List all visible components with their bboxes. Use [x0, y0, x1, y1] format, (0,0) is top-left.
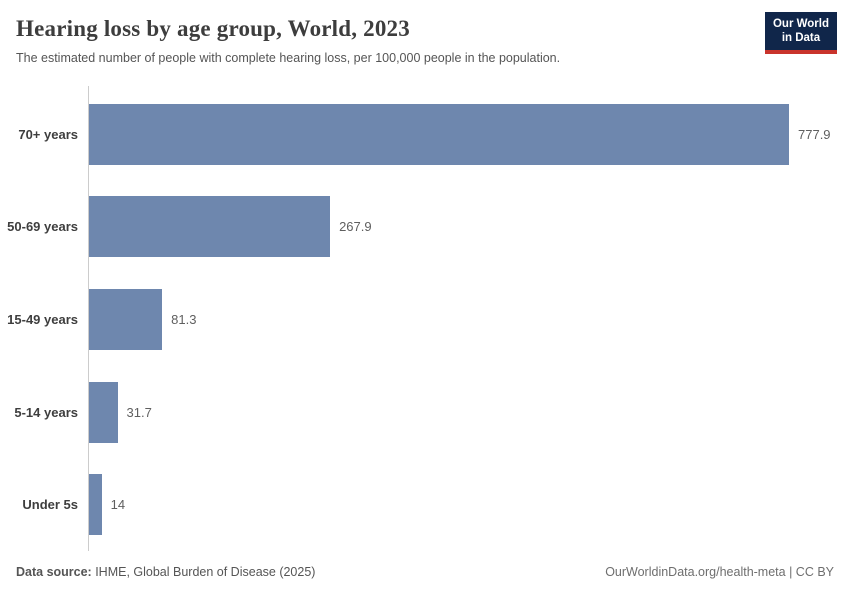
data-source-label: Data source: — [16, 565, 92, 579]
bar-row: 70+ years 777.9 — [0, 88, 834, 181]
category-label: Under 5s — [22, 497, 78, 513]
category-label: 15-49 years — [7, 311, 78, 327]
category-label: 5-14 years — [14, 404, 78, 420]
data-source-text: IHME, Global Burden of Disease (2025) — [91, 565, 316, 579]
value-label: 81.3 — [171, 311, 197, 327]
bar-track: 267.9 — [89, 196, 834, 258]
bar-row: 5-14 years 31.7 — [0, 366, 834, 459]
bar[interactable] — [89, 196, 331, 258]
owid-logo[interactable]: Our World in Data — [764, 12, 837, 54]
page-title: Hearing loss by age group, World, 2023 — [16, 16, 410, 41]
chart-footer: Data source: IHME, Global Burden of Dise… — [16, 565, 834, 579]
bar[interactable] — [89, 474, 102, 536]
chart-subtitle: The estimated number of people with comp… — [16, 51, 561, 65]
bar-row: 15-49 years 81.3 — [0, 273, 834, 366]
bar-row: 50-69 years 267.9 — [0, 181, 834, 274]
license-link[interactable]: OurWorldinData.org/health-meta | CC BY — [605, 565, 834, 579]
value-label: 31.7 — [126, 404, 152, 420]
owid-logo-line2: in Data — [781, 32, 821, 45]
y-axis-line — [88, 86, 89, 551]
bar-chart: 70+ years 777.9 50-69 years 267.9 15-49 … — [0, 86, 834, 551]
bar-track: 777.9 — [89, 103, 834, 165]
data-source-note: Data source: IHME, Global Burden of Dise… — [16, 565, 315, 579]
value-label: 267.9 — [339, 219, 372, 235]
bar[interactable] — [89, 288, 163, 350]
bar-track: 81.3 — [89, 288, 834, 350]
owid-logo-line1: Our World — [772, 18, 829, 30]
bar-row: Under 5s 14 — [0, 458, 834, 551]
bar-track: 31.7 — [89, 381, 834, 443]
category-label: 50-69 years — [7, 219, 78, 235]
value-label: 14 — [110, 497, 126, 513]
bar[interactable] — [89, 381, 118, 443]
bar-track: 14 — [89, 474, 834, 536]
chart-rows: 70+ years 777.9 50-69 years 267.9 15-49 … — [0, 88, 834, 551]
chart-header: Hearing loss by age group, World, 2023 T… — [16, 16, 750, 65]
bar[interactable] — [89, 103, 789, 165]
value-label: 777.9 — [798, 126, 831, 142]
category-label: 70+ years — [18, 126, 78, 142]
